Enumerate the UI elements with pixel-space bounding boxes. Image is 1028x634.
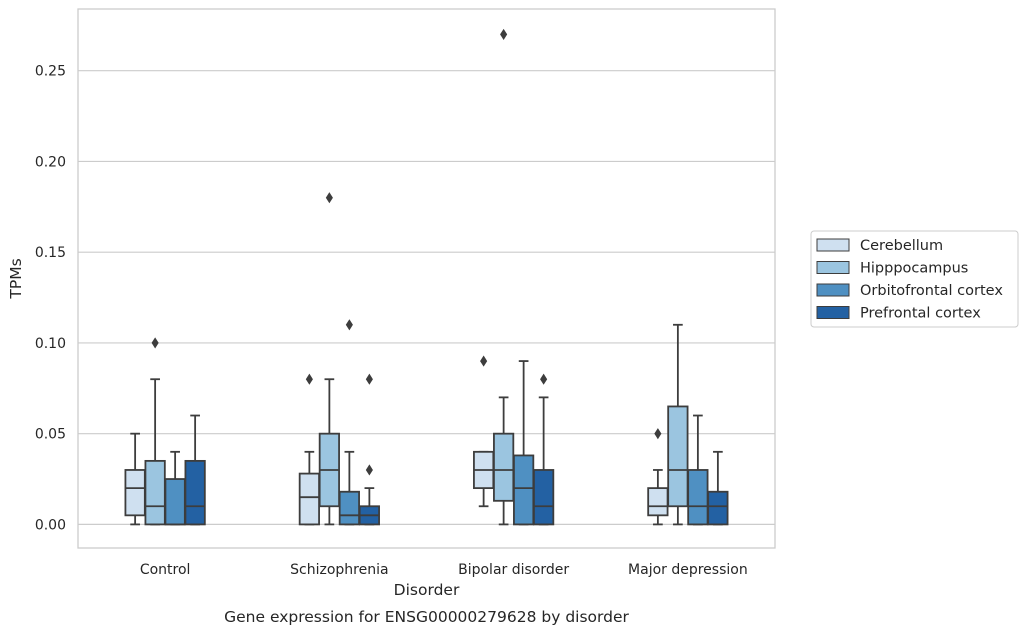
legend-label: Hipppocampus [860, 261, 968, 277]
box-body [707, 490, 729, 526]
box-2-1 [338, 319, 360, 526]
box-3-3 [707, 450, 729, 526]
outlier-marker [540, 373, 548, 385]
outlier-marker [480, 355, 488, 367]
box-body [687, 469, 709, 526]
outlier-marker [345, 319, 353, 331]
box-body [647, 487, 669, 517]
box-0-1 [298, 373, 320, 526]
y-tick-label: 0.25 [35, 64, 66, 80]
legend-frame [810, 230, 1019, 328]
legend: Cerebellum Hipppocampus Orbitofrontal cort… [810, 230, 1019, 328]
box-1-1 [318, 192, 340, 526]
box-body [184, 459, 206, 526]
plot-frame [77, 8, 776, 549]
box-body [533, 469, 555, 526]
x-tick-label: Control [140, 562, 191, 578]
box-2-2 [513, 360, 535, 526]
y-tick-label: 0.10 [35, 336, 66, 352]
box-body [124, 469, 146, 517]
outlier-marker [365, 373, 373, 385]
y-tick-label: 0.20 [35, 154, 66, 170]
chart-caption: Gene expression for ENSG00000279628 by d… [224, 608, 629, 626]
legend-label: Prefrontal cortex [860, 306, 981, 322]
y-axis-label: TPMs [7, 258, 25, 299]
y-axis-ticks: 0.00 0.05 0.10 0.15 0.20 0.25 [35, 64, 66, 534]
outlier-marker [654, 428, 662, 440]
y-tick-label: 0.05 [35, 427, 66, 443]
x-axis-ticks: Control Schizophrenia Bipolar disorder Majo… [140, 562, 748, 578]
x-axis-label: Disorder [394, 581, 460, 599]
outlier-marker [305, 373, 313, 385]
box-3-0 [184, 414, 206, 526]
y-tick-label: 0.00 [35, 517, 66, 533]
outlier-marker [365, 464, 373, 476]
box-0-0 [124, 432, 146, 526]
box-body [338, 490, 360, 526]
outlier-marker [500, 28, 508, 40]
box-body [513, 454, 535, 526]
box-body [144, 459, 166, 526]
boxes [124, 28, 729, 526]
box-3-2 [533, 373, 555, 526]
box-0-2 [473, 355, 495, 508]
box-body [298, 472, 320, 526]
box-2-3 [687, 414, 709, 526]
box-body [667, 405, 689, 508]
x-tick-label: Schizophrenia [290, 562, 388, 578]
box-1-3 [667, 323, 689, 526]
box-0-3 [647, 428, 669, 526]
x-tick-label: Major depression [628, 562, 748, 578]
legend-swatch [816, 306, 850, 319]
legend-label: Cerebellum [860, 238, 943, 254]
box-1-0 [144, 337, 166, 526]
legend-swatch [816, 238, 850, 252]
y-tick-label: 0.15 [35, 245, 66, 261]
box-body [493, 432, 515, 502]
outlier-marker [151, 337, 159, 349]
box-3-1 [358, 373, 380, 526]
box-2-0 [164, 450, 186, 526]
legend-swatch [816, 261, 850, 274]
legend-label: Orbitofrontal cortex [860, 283, 1003, 299]
legend-swatch [816, 283, 850, 297]
box-1-2 [493, 28, 515, 526]
box-body [164, 478, 186, 526]
outlier-marker [325, 192, 333, 204]
x-tick-label: Bipolar disorder [458, 562, 569, 578]
